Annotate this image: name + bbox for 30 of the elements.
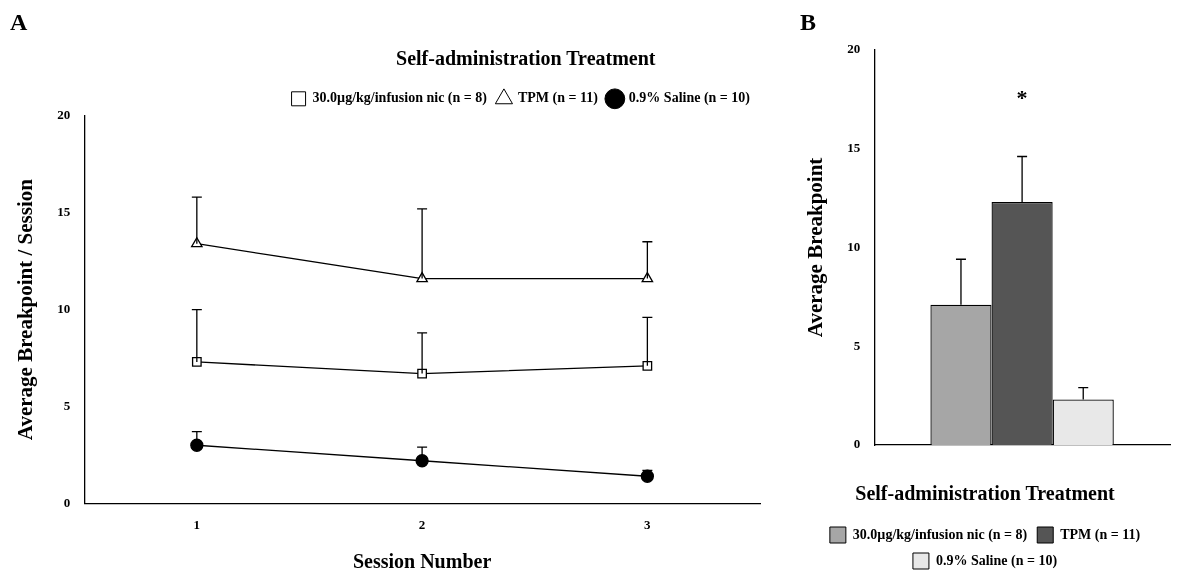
y-tick-label: 15	[847, 139, 861, 155]
y-tick-label: 5	[853, 337, 861, 353]
y-axis-title: Average Breakpoint	[803, 157, 828, 338]
annotation: *	[1016, 85, 1028, 111]
legend-label: 30.0µg/kg/infusion nic (n = 8)	[312, 90, 488, 107]
x-axis-title: Session Number	[352, 550, 492, 573]
y-tick-label: 20	[57, 107, 71, 123]
y-tick-label: 0	[853, 436, 861, 452]
legend-title: Self-administration Treatment	[396, 46, 656, 69]
y-tick-label: 10	[847, 238, 861, 254]
point	[642, 360, 653, 371]
x-tick-label: 1	[193, 516, 201, 532]
legend-label: 0.9% Saline (n = 10)	[628, 90, 751, 107]
point	[190, 438, 204, 452]
x-tick-label: 3	[644, 516, 652, 532]
legend-title: Self-administration Treatment	[855, 482, 1116, 505]
y-tick-label: 5	[63, 397, 71, 413]
y-tick-label: 15	[57, 204, 71, 220]
y-tick-label: 20	[847, 41, 861, 57]
y-tick-label: 0	[63, 494, 71, 510]
legend-label: TPM (n = 11)	[517, 90, 599, 107]
y-axis-title: Average Breakpoint / Session	[13, 178, 38, 441]
x-tick-label: 2	[418, 516, 426, 532]
legend-label: 0.9% Saline (n = 10)	[935, 552, 1058, 569]
point	[191, 357, 202, 367]
chart-title: B	[800, 8, 817, 35]
chart-title: A	[10, 8, 28, 35]
legend-label: TPM (n = 11)	[1060, 526, 1141, 543]
y-tick-label: 10	[57, 300, 71, 316]
legend-label: 30.0µg/kg/infusion nic (n = 8)	[852, 526, 1028, 543]
